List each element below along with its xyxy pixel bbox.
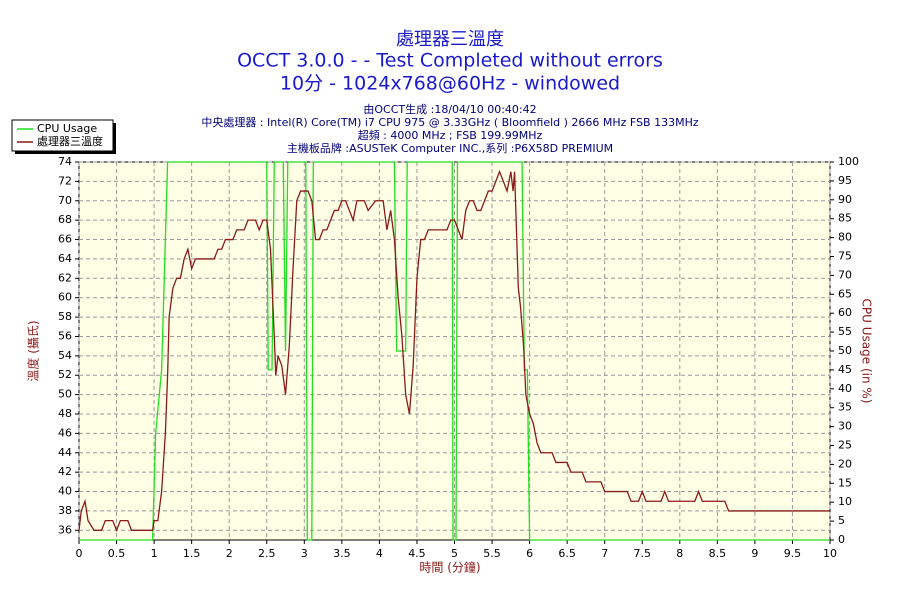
y-tick-label: 64 [58,252,72,265]
subtitle: 主機板品牌 :ASUSTeK Computer INC.,系列 :P6X58D … [287,141,613,155]
chart-title: 處理器三溫度 [396,29,504,50]
y-axis-title: 溫度 (攝氏) [26,320,41,381]
subtitle: 由OCCT生成 :18/04/10 00:40:42 [363,102,536,116]
y-tick-label: 74 [58,155,72,168]
x-tick-label: 2 [226,547,233,560]
x-tick-label: 6 [526,547,533,560]
y-tick-label: 36 [58,523,72,536]
y2-tick-label: 25 [838,439,852,452]
x-tick-label: 10 [823,547,837,560]
x-tick-label: 4.5 [408,547,426,560]
y2-tick-label: 60 [838,306,852,319]
y2-tick-label: 90 [838,193,852,206]
x-tick-label: 1 [151,547,158,560]
x-axis-title: 時間 (分鐘) [419,560,480,575]
y2-tick-label: 70 [838,268,852,281]
y-tick-label: 40 [58,485,72,498]
y2-tick-label: 50 [838,344,852,357]
y-tick-label: 72 [58,174,72,187]
series-line [78,169,830,533]
y-tick-label: 52 [58,368,72,381]
y-tick-label: 62 [58,271,72,284]
y2-axis-title: CPU Usage (in %) [860,299,874,404]
y2-tick-label: 45 [838,363,852,376]
y2-tick-label: 30 [838,420,852,433]
y-tick-label: 60 [58,291,72,304]
x-tick-label: 1.5 [183,547,201,560]
y2-tick-label: 15 [838,476,852,489]
y-tick-label: 46 [58,426,72,439]
y2-tick-label: 20 [838,457,852,470]
legend-box [11,119,114,152]
y-tick-label: 42 [58,465,72,478]
subtitle: 中央處理器 : Intel(R) Core(TM) i7 CPU 975 @ 3… [201,115,699,129]
y2-tick-label: 55 [838,325,852,338]
y2-tick-label: 35 [838,401,852,414]
y-tick-label: 70 [58,194,72,207]
y-tick-label: 58 [58,310,72,323]
y2-tick-label: 95 [838,174,852,187]
x-tick-label: 9.5 [784,547,802,560]
x-tick-label: 8 [676,547,683,560]
x-tick-label: 0 [76,547,83,560]
x-tick-label: 7.5 [634,547,652,560]
y2-tick-label: 100 [838,155,859,168]
x-tick-label: 3 [301,547,308,560]
x-tick-label: 5.5 [483,547,501,560]
y2-tick-label: 40 [838,382,852,395]
y-tick-label: 38 [58,504,72,517]
y-tick-label: 68 [58,213,72,226]
legend-label: 處理器三溫度 [37,134,103,148]
x-tick-label: 8.5 [709,547,727,560]
series-line [79,161,830,541]
y-tick-label: 48 [58,407,72,420]
y2-tick-label: 10 [838,495,852,508]
legend-label: CPU Usage [37,122,97,135]
y2-tick-label: 80 [838,231,852,244]
y-tick-label: 66 [58,233,72,246]
y2-tick-label: 75 [838,250,852,263]
y2-tick-label: 65 [838,287,852,300]
y2-tick-label: 5 [838,514,845,527]
y-tick-label: 44 [58,446,72,459]
chart-title-3: 10分 - 1024x768@60Hz - windowed [280,73,620,95]
y2-tick-label: 85 [838,212,852,225]
y-tick-label: 56 [58,329,72,342]
y-tick-label: 54 [58,349,72,362]
x-tick-label: 0.5 [108,547,126,560]
y2-tick-label: 0 [838,533,845,546]
x-tick-label: 5 [451,547,458,560]
x-tick-label: 3.5 [333,547,351,560]
x-tick-label: 2.5 [258,547,276,560]
x-tick-label: 4 [376,547,383,560]
chart-title-2: OCCT 3.0.0 - - Test Completed without er… [237,50,663,72]
x-tick-label: 9 [751,547,758,560]
y-tick-label: 50 [58,388,72,401]
x-tick-label: 6.5 [558,547,576,560]
subtitle: 超頻 : 4000 MHz ; FSB 199.99MHz [358,128,543,142]
x-tick-label: 7 [601,547,608,560]
